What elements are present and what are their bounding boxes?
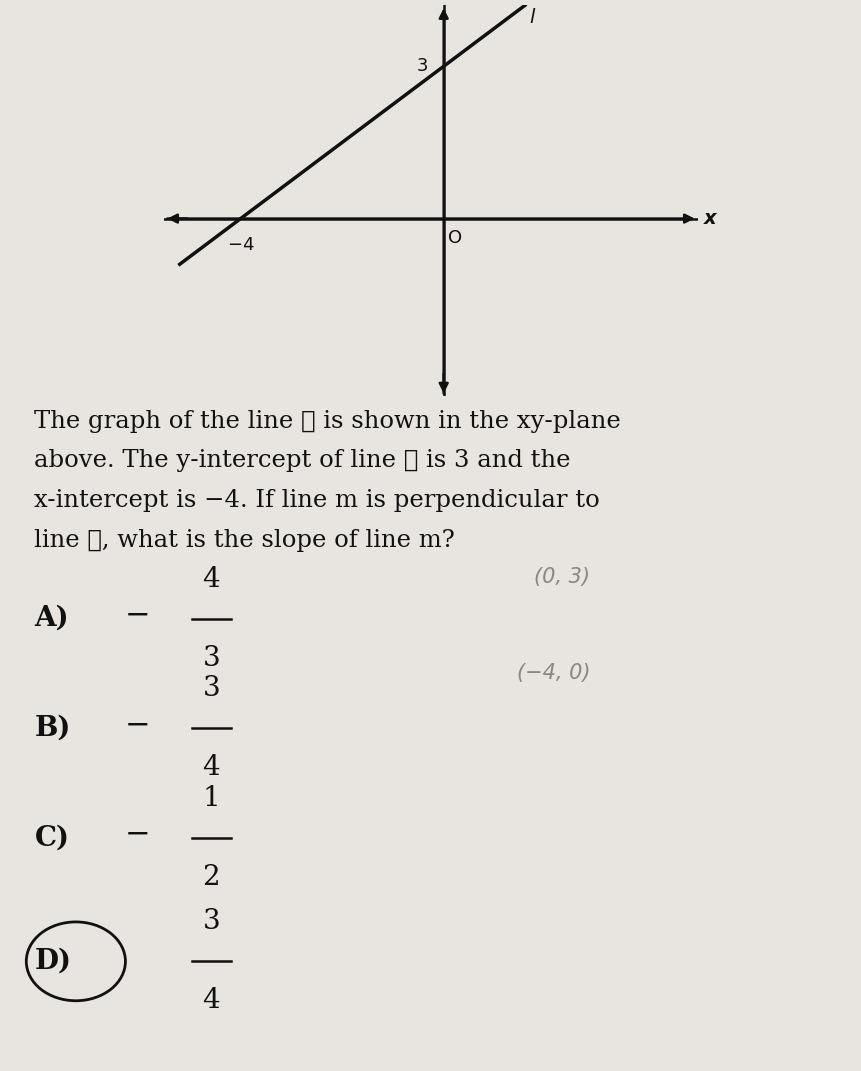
Text: 3: 3 <box>202 645 220 672</box>
Text: 3: 3 <box>417 57 428 75</box>
Text: above. The ​y​-intercept of line ℓ is 3 and the: above. The ​y​-intercept of line ℓ is 3 … <box>34 450 570 472</box>
Text: −: − <box>125 819 151 850</box>
Text: −: − <box>125 600 151 631</box>
Text: A): A) <box>34 605 69 632</box>
Text: 2: 2 <box>202 864 220 891</box>
Text: B): B) <box>34 714 71 742</box>
Text: The graph of the line ℓ is shown in the ​xy​-plane: The graph of the line ℓ is shown in the … <box>34 409 621 433</box>
Text: 4: 4 <box>202 754 220 782</box>
Text: 4: 4 <box>202 565 220 592</box>
Text: 4: 4 <box>202 987 220 1014</box>
Text: 3: 3 <box>202 908 220 935</box>
Text: line ℓ, what is the slope of line m?: line ℓ, what is the slope of line m? <box>34 529 455 552</box>
Text: x-intercept is −4. If line m is perpendicular to: x-intercept is −4. If line m is perpendi… <box>34 489 599 512</box>
Text: O: O <box>447 229 461 247</box>
Text: 3: 3 <box>202 675 220 703</box>
Text: (−4, 0): (−4, 0) <box>517 663 590 683</box>
Text: 1: 1 <box>202 785 220 812</box>
Text: (0, 3): (0, 3) <box>534 568 590 588</box>
Text: $-4$: $-4$ <box>226 237 254 254</box>
Text: $l$: $l$ <box>529 7 536 27</box>
Text: D): D) <box>34 948 71 975</box>
Text: x: x <box>703 209 715 228</box>
Text: −: − <box>125 709 151 740</box>
Text: C): C) <box>34 825 70 851</box>
